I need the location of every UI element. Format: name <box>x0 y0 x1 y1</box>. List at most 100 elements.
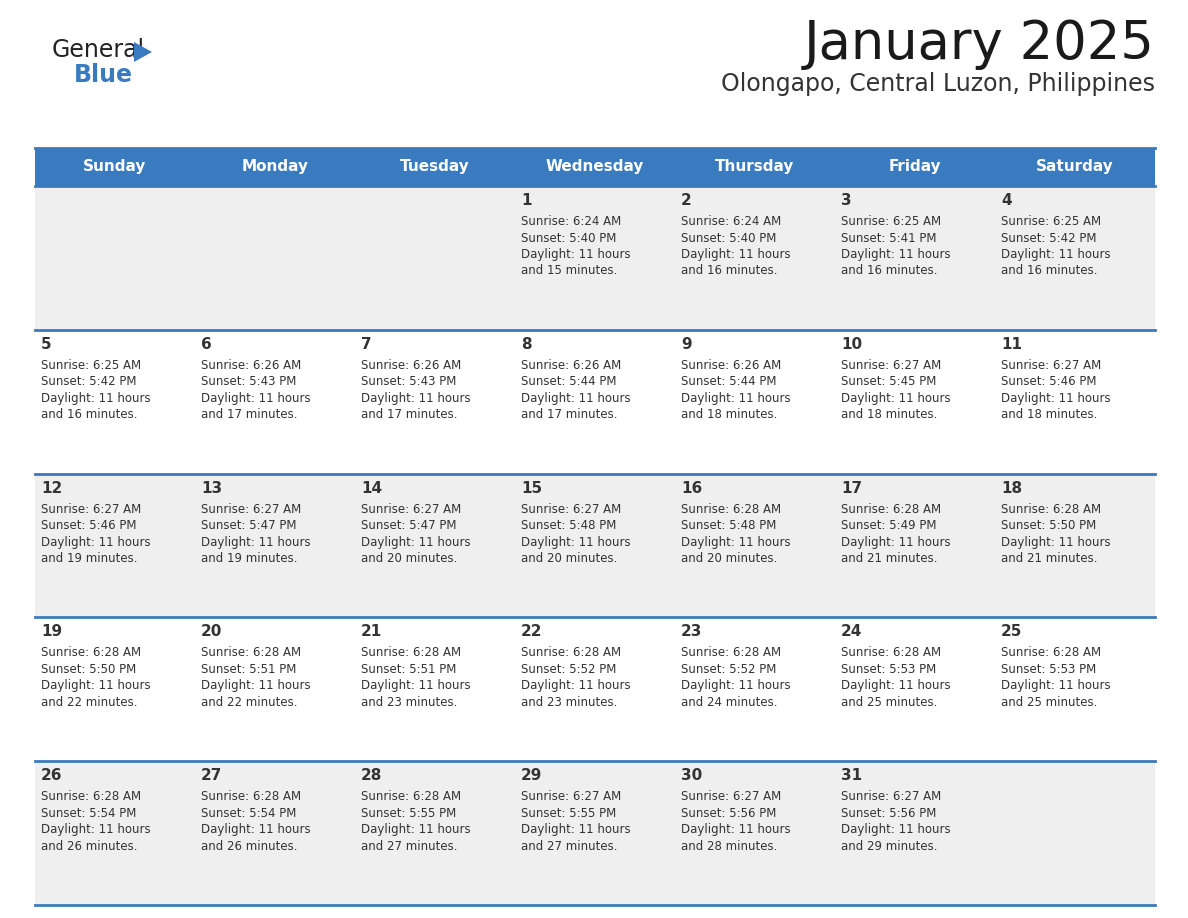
Text: Sunset: 5:48 PM: Sunset: 5:48 PM <box>681 519 777 532</box>
Text: and 25 minutes.: and 25 minutes. <box>1001 696 1098 709</box>
Text: Sunrise: 6:24 AM: Sunrise: 6:24 AM <box>681 215 782 228</box>
Text: Monday: Monday <box>241 160 309 174</box>
Text: Sunrise: 6:27 AM: Sunrise: 6:27 AM <box>1001 359 1101 372</box>
Text: and 20 minutes.: and 20 minutes. <box>361 552 457 565</box>
Text: 17: 17 <box>841 481 862 496</box>
Text: 5: 5 <box>42 337 51 352</box>
Text: Daylight: 11 hours: Daylight: 11 hours <box>841 248 950 261</box>
Bar <box>34 474 1155 618</box>
Text: Daylight: 11 hours: Daylight: 11 hours <box>681 823 791 836</box>
Text: Sunrise: 6:25 AM: Sunrise: 6:25 AM <box>1001 215 1101 228</box>
Text: General: General <box>52 38 145 62</box>
Text: Sunset: 5:42 PM: Sunset: 5:42 PM <box>1001 231 1097 244</box>
Text: Sunset: 5:47 PM: Sunset: 5:47 PM <box>361 519 456 532</box>
Text: and 16 minutes.: and 16 minutes. <box>42 409 138 421</box>
Text: and 16 minutes.: and 16 minutes. <box>841 264 937 277</box>
Text: 28: 28 <box>361 768 383 783</box>
Text: Sunrise: 6:24 AM: Sunrise: 6:24 AM <box>522 215 621 228</box>
Text: Daylight: 11 hours: Daylight: 11 hours <box>681 535 791 549</box>
Text: Sunset: 5:55 PM: Sunset: 5:55 PM <box>522 807 617 820</box>
Text: 2: 2 <box>681 193 691 208</box>
Text: Sunset: 5:43 PM: Sunset: 5:43 PM <box>201 375 296 388</box>
Text: 30: 30 <box>681 768 702 783</box>
Text: Daylight: 11 hours: Daylight: 11 hours <box>1001 679 1111 692</box>
Text: 29: 29 <box>522 768 543 783</box>
Text: 7: 7 <box>361 337 372 352</box>
Text: Sunrise: 6:27 AM: Sunrise: 6:27 AM <box>42 502 141 516</box>
Text: Sunrise: 6:26 AM: Sunrise: 6:26 AM <box>201 359 302 372</box>
Text: Sunset: 5:40 PM: Sunset: 5:40 PM <box>522 231 617 244</box>
Text: Sunrise: 6:28 AM: Sunrise: 6:28 AM <box>1001 646 1101 659</box>
Text: Sunset: 5:42 PM: Sunset: 5:42 PM <box>42 375 137 388</box>
Text: Daylight: 11 hours: Daylight: 11 hours <box>522 679 631 692</box>
Text: and 24 minutes.: and 24 minutes. <box>681 696 777 709</box>
Text: 24: 24 <box>841 624 862 640</box>
Bar <box>34 186 1155 330</box>
Text: Daylight: 11 hours: Daylight: 11 hours <box>42 392 151 405</box>
Text: and 20 minutes.: and 20 minutes. <box>681 552 777 565</box>
Text: Sunrise: 6:28 AM: Sunrise: 6:28 AM <box>522 646 621 659</box>
Text: Daylight: 11 hours: Daylight: 11 hours <box>522 823 631 836</box>
Bar <box>34 618 1155 761</box>
Text: Sunrise: 6:28 AM: Sunrise: 6:28 AM <box>841 646 941 659</box>
Text: and 23 minutes.: and 23 minutes. <box>361 696 457 709</box>
Text: Sunrise: 6:28 AM: Sunrise: 6:28 AM <box>201 646 301 659</box>
Text: Daylight: 11 hours: Daylight: 11 hours <box>1001 535 1111 549</box>
Text: and 17 minutes.: and 17 minutes. <box>201 409 297 421</box>
Text: Sunset: 5:43 PM: Sunset: 5:43 PM <box>361 375 456 388</box>
Text: Saturday: Saturday <box>1036 160 1114 174</box>
Text: 14: 14 <box>361 481 383 496</box>
Text: 20: 20 <box>201 624 222 640</box>
Text: Sunrise: 6:28 AM: Sunrise: 6:28 AM <box>1001 502 1101 516</box>
Text: 13: 13 <box>201 481 222 496</box>
Text: and 26 minutes.: and 26 minutes. <box>201 840 297 853</box>
Text: Sunset: 5:44 PM: Sunset: 5:44 PM <box>522 375 617 388</box>
Text: 1: 1 <box>522 193 531 208</box>
Text: Daylight: 11 hours: Daylight: 11 hours <box>681 392 791 405</box>
Text: Sunset: 5:50 PM: Sunset: 5:50 PM <box>42 663 137 676</box>
Text: 23: 23 <box>681 624 702 640</box>
Text: Sunset: 5:52 PM: Sunset: 5:52 PM <box>522 663 617 676</box>
Text: Daylight: 11 hours: Daylight: 11 hours <box>841 823 950 836</box>
Text: Sunrise: 6:28 AM: Sunrise: 6:28 AM <box>201 790 301 803</box>
Text: and 18 minutes.: and 18 minutes. <box>841 409 937 421</box>
Text: Daylight: 11 hours: Daylight: 11 hours <box>42 679 151 692</box>
Text: 25: 25 <box>1001 624 1023 640</box>
Bar <box>34 761 1155 905</box>
Text: Thursday: Thursday <box>715 160 795 174</box>
Text: Sunset: 5:45 PM: Sunset: 5:45 PM <box>841 375 936 388</box>
Text: Daylight: 11 hours: Daylight: 11 hours <box>361 392 470 405</box>
Text: and 17 minutes.: and 17 minutes. <box>361 409 457 421</box>
Text: Daylight: 11 hours: Daylight: 11 hours <box>841 679 950 692</box>
Text: and 16 minutes.: and 16 minutes. <box>1001 264 1098 277</box>
Text: and 22 minutes.: and 22 minutes. <box>42 696 138 709</box>
Text: Sunset: 5:54 PM: Sunset: 5:54 PM <box>42 807 137 820</box>
Text: Sunrise: 6:28 AM: Sunrise: 6:28 AM <box>361 646 461 659</box>
Text: Sunrise: 6:25 AM: Sunrise: 6:25 AM <box>42 359 141 372</box>
Text: 10: 10 <box>841 337 862 352</box>
Text: 3: 3 <box>841 193 852 208</box>
Text: 9: 9 <box>681 337 691 352</box>
Text: Blue: Blue <box>74 63 133 87</box>
Text: Sunset: 5:55 PM: Sunset: 5:55 PM <box>361 807 456 820</box>
Text: Daylight: 11 hours: Daylight: 11 hours <box>522 248 631 261</box>
Text: Sunset: 5:54 PM: Sunset: 5:54 PM <box>201 807 296 820</box>
Text: Tuesday: Tuesday <box>400 160 470 174</box>
Text: Daylight: 11 hours: Daylight: 11 hours <box>361 679 470 692</box>
Text: 12: 12 <box>42 481 62 496</box>
Text: 22: 22 <box>522 624 543 640</box>
Text: Daylight: 11 hours: Daylight: 11 hours <box>201 823 310 836</box>
Text: and 16 minutes.: and 16 minutes. <box>681 264 777 277</box>
Text: 16: 16 <box>681 481 702 496</box>
Text: and 27 minutes.: and 27 minutes. <box>361 840 457 853</box>
Text: Daylight: 11 hours: Daylight: 11 hours <box>42 535 151 549</box>
Text: 19: 19 <box>42 624 62 640</box>
Text: and 15 minutes.: and 15 minutes. <box>522 264 618 277</box>
Text: 6: 6 <box>201 337 211 352</box>
Text: Daylight: 11 hours: Daylight: 11 hours <box>681 248 791 261</box>
Text: 27: 27 <box>201 768 222 783</box>
Text: and 19 minutes.: and 19 minutes. <box>42 552 138 565</box>
Text: and 21 minutes.: and 21 minutes. <box>841 552 937 565</box>
Text: Sunrise: 6:28 AM: Sunrise: 6:28 AM <box>681 502 782 516</box>
Text: Sunrise: 6:27 AM: Sunrise: 6:27 AM <box>841 790 941 803</box>
